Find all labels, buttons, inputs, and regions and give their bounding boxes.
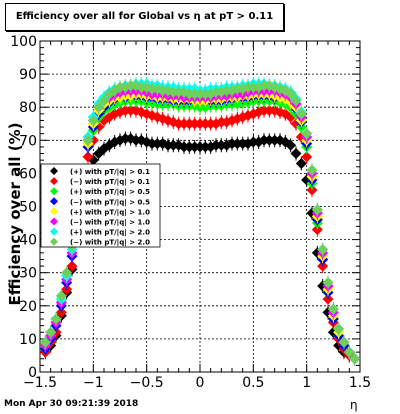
x-axis-label: η: [350, 398, 358, 412]
legend-marker: [50, 217, 58, 226]
x-tick-label: 0.5: [242, 375, 264, 391]
legend-label: (−) with pT/|q| > 1.0: [70, 219, 150, 228]
y-tick-label: 40: [19, 233, 37, 249]
legend-label: (−) with pT/|q| > 0.5: [70, 198, 150, 207]
legend-marker: [50, 237, 58, 246]
legend-marker: [50, 227, 58, 236]
y-tick-label: 60: [19, 166, 37, 182]
legend-marker: [50, 197, 58, 206]
y-tick-label: 80: [19, 100, 37, 116]
y-tick-label: 70: [19, 133, 37, 149]
y-tick-label: 10: [19, 332, 37, 348]
series-8: [39, 78, 361, 366]
axes: [39, 40, 361, 373]
x-tick-label: −1.5: [23, 375, 57, 391]
y-tick-label: 50: [19, 200, 37, 216]
data-markers: [39, 77, 361, 366]
legend-marker: [50, 207, 58, 216]
legend-label: (+) with pT/|q| > 0.5: [70, 188, 150, 197]
legend-marker: [50, 177, 58, 186]
x-tick-label: 0: [196, 375, 205, 391]
y-tick-label: 30: [19, 266, 37, 282]
legend-label: (+) with pT/|q| > 2.0: [70, 229, 150, 238]
legend-box: [40, 163, 161, 248]
tick-labels: 0 10 20 30 40 50 60 70 80 90 100 −1.5 −1 −0.5 0 0.5 1 1.5: [10, 34, 371, 391]
legend-label: (−) with pT/|q| > 2.0: [70, 239, 150, 248]
chart-title: Efficiency over all for Global vs η at p…: [5, 3, 284, 31]
legend-marker: [50, 187, 58, 196]
y-tick-label: 100: [10, 34, 37, 50]
x-tick-label: 1.5: [349, 375, 371, 391]
legend-label: (+) with pT/|q| > 1.0: [70, 208, 150, 217]
x-tick-label: −0.5: [130, 375, 164, 391]
y-tick-label: 20: [19, 299, 37, 315]
footer-date: Mon Apr 30 09:21:39 2018: [4, 399, 139, 409]
y-tick-label: 90: [19, 67, 37, 83]
legend-label: (−) with pT/|q| > 0.1: [70, 178, 150, 187]
y-tick-label: 0: [28, 365, 37, 381]
legend-label: (+) with pT/|q| > 0.1: [70, 168, 150, 177]
legend-marker: [50, 167, 58, 175]
x-tick-label: −1: [83, 375, 104, 391]
legend: (+) with pT/|q| > 0.1(−) with pT/|q| > 0…: [40, 163, 161, 248]
x-tick-label: 1: [302, 375, 311, 391]
y-axis-label: Efficiency over all (%): [6, 123, 24, 306]
